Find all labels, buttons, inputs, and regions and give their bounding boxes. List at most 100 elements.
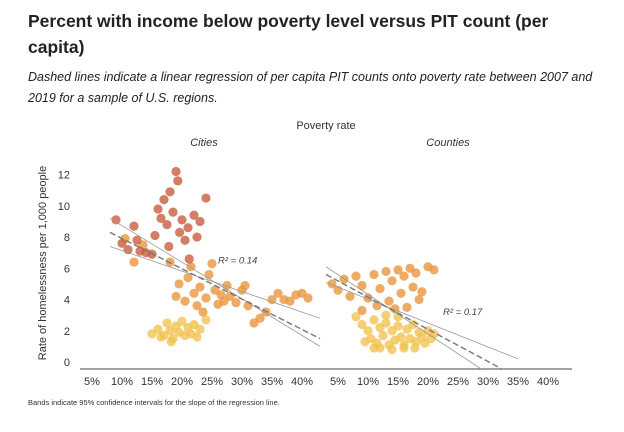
- data-point-orange: [180, 296, 190, 306]
- data-point-yellow: [195, 324, 205, 334]
- data-point-yellow: [192, 332, 202, 342]
- data-point-orange: [195, 282, 205, 292]
- panel-label-cities: Cities: [190, 137, 218, 149]
- x-tick-label: 25%: [447, 376, 469, 388]
- data-point-red: [165, 187, 175, 197]
- data-point-orange: [417, 287, 427, 297]
- y-tick-label: 10: [58, 201, 70, 213]
- data-point-red: [117, 238, 127, 248]
- data-point-red: [111, 215, 121, 225]
- data-point-orange: [303, 293, 313, 303]
- data-point-orange: [369, 269, 379, 280]
- y-axis-label: Rate of homelessness per 1,000 people: [37, 166, 49, 360]
- chart-subtitle: Dashed lines indicate a linear regressio…: [28, 70, 593, 105]
- data-point-orange: [231, 298, 241, 308]
- data-point-orange: [255, 313, 265, 323]
- ci-lower-line: [109, 246, 321, 319]
- data-point-yellow: [166, 337, 176, 347]
- data-point-orange: [411, 268, 421, 278]
- data-point-red: [132, 235, 142, 245]
- data-point-yellow: [410, 343, 420, 353]
- y-tick-label: 12: [58, 170, 70, 182]
- data-point-red: [164, 241, 174, 252]
- data-point-yellow: [153, 324, 163, 334]
- data-point-orange: [189, 288, 199, 298]
- data-point-yellow: [162, 318, 172, 328]
- r-squared-label: R² = 0.14: [218, 256, 257, 267]
- data-point-orange: [351, 271, 361, 281]
- x-tick-label: 10%: [357, 376, 379, 388]
- data-point-red: [183, 223, 193, 233]
- data-point-yellow: [363, 326, 373, 336]
- data-point-red: [189, 210, 199, 220]
- data-point-orange: [357, 305, 367, 316]
- data-point-yellow: [351, 312, 361, 322]
- data-point-orange: [267, 294, 277, 305]
- data-point-red: [195, 216, 205, 227]
- data-point-orange: [345, 291, 355, 302]
- y-tick-label: 8: [64, 232, 70, 244]
- x-tick-label: 30%: [231, 376, 253, 388]
- data-point-yellow: [378, 330, 388, 341]
- data-point-yellow: [201, 315, 211, 325]
- data-point-yellow: [360, 337, 370, 347]
- plot-area: 0 2 4 6 8 10 12 5% 10% 15% 20% 25% 30% 35% 40% R² = 0.1…: [58, 166, 572, 388]
- data-point-orange: [414, 294, 424, 305]
- data-point-red: [129, 221, 139, 231]
- data-point-orange: [375, 284, 385, 294]
- data-point-orange: [204, 269, 214, 280]
- data-point-orange: [207, 259, 217, 269]
- data-point-red: [177, 215, 187, 225]
- x-tick-label: 20%: [171, 376, 193, 388]
- x-tick-label: 35%: [261, 376, 283, 388]
- data-point-red: [153, 204, 163, 214]
- data-point-red: [184, 254, 194, 264]
- x-tick-label: 35%: [507, 376, 529, 388]
- data-point-yellow: [381, 318, 391, 328]
- y-tick-label: 4: [64, 295, 70, 307]
- y-tick-label: 2: [64, 326, 70, 338]
- x-tick-label: 20%: [417, 376, 439, 388]
- data-point-orange: [174, 279, 184, 289]
- data-point-orange: [357, 280, 367, 291]
- data-point-orange: [381, 266, 391, 277]
- data-point-yellow: [369, 343, 379, 353]
- x-tick-label: 5%: [84, 376, 100, 388]
- data-point-orange: [198, 307, 208, 317]
- regression-line: [109, 231, 321, 340]
- footnote: Bands indicate 95% confidence intervals …: [28, 398, 280, 407]
- data-point-red: [162, 219, 172, 230]
- data-point-red: [150, 230, 160, 241]
- data-point-orange: [192, 301, 202, 311]
- data-point-orange: [384, 296, 394, 306]
- data-point-orange: [399, 271, 409, 281]
- x-tick-label: 30%: [477, 376, 499, 388]
- data-point-orange: [285, 296, 295, 306]
- data-point-orange: [273, 288, 283, 298]
- data-point-red: [201, 193, 211, 203]
- data-point-orange: [240, 280, 250, 291]
- data-point-red: [180, 235, 190, 245]
- panel-cities: [109, 166, 321, 347]
- panel-counties: [326, 262, 519, 369]
- x-tick-label: 25%: [201, 376, 223, 388]
- data-point-yellow: [396, 332, 406, 342]
- data-point-orange: [393, 265, 403, 275]
- r-squared-label: R² = 0.17: [443, 307, 483, 318]
- top-axis-label: Poverty rate: [296, 120, 355, 132]
- x-tick-label: 15%: [387, 376, 409, 388]
- data-point-orange: [222, 280, 232, 291]
- data-point-orange: [408, 282, 418, 292]
- data-point-orange: [396, 288, 406, 298]
- x-tick-label: 40%: [537, 376, 559, 388]
- data-point-yellow: [399, 343, 409, 353]
- data-point-orange: [201, 293, 211, 303]
- data-point-red: [156, 213, 166, 223]
- x-tick-label: 5%: [330, 376, 346, 388]
- x-tick-label: 15%: [141, 376, 163, 388]
- data-point-yellow: [381, 310, 391, 320]
- data-point-orange: [327, 279, 337, 289]
- data-point-red: [168, 207, 178, 217]
- y-tick-label: 6: [64, 263, 70, 275]
